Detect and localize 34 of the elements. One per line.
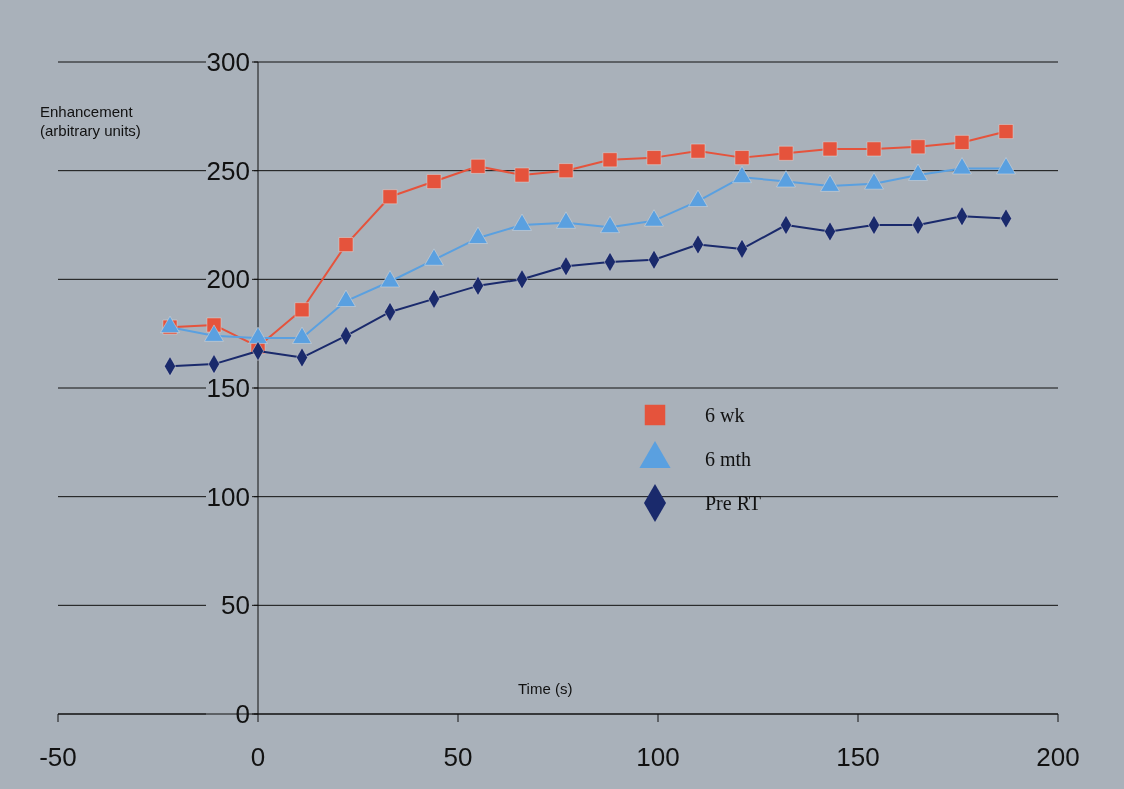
point: [338, 237, 354, 252]
y-tick-label: 250: [206, 155, 250, 186]
point: [822, 141, 838, 157]
legend-label: Pre RT: [705, 492, 762, 514]
point: [690, 143, 706, 159]
y-tick-label: 100: [206, 481, 250, 512]
point: [910, 139, 926, 155]
y-tick-label: 50: [221, 590, 250, 621]
point: [646, 150, 662, 165]
point: [778, 145, 794, 161]
point: [470, 159, 486, 174]
x-tick-label: 150: [836, 742, 880, 772]
point: [866, 141, 882, 157]
point: [558, 163, 574, 178]
x-tick-label: 200: [1036, 742, 1080, 772]
point: [954, 135, 970, 150]
x-tick-label: -50: [39, 742, 77, 772]
point: [602, 152, 618, 168]
y-tick-label: 200: [206, 264, 250, 295]
x-tick-label: 50: [443, 742, 473, 772]
legend-label: 6 mth: [705, 448, 752, 470]
y-tick-label: 300: [206, 47, 250, 77]
point: [294, 302, 310, 318]
point: [998, 124, 1014, 139]
point: [514, 167, 530, 183]
point: [426, 174, 442, 189]
x-tick-label: 100: [636, 742, 680, 772]
point: [382, 189, 398, 205]
y-axis-title: Enhancement (arbitrary units): [40, 103, 141, 139]
y-tick-label: 150: [206, 373, 250, 403]
x-axis-title: Time (s): [518, 680, 573, 697]
legend-label: 6 wk: [705, 404, 745, 426]
y-tick-label: 0: [235, 699, 250, 729]
point: [734, 150, 750, 165]
